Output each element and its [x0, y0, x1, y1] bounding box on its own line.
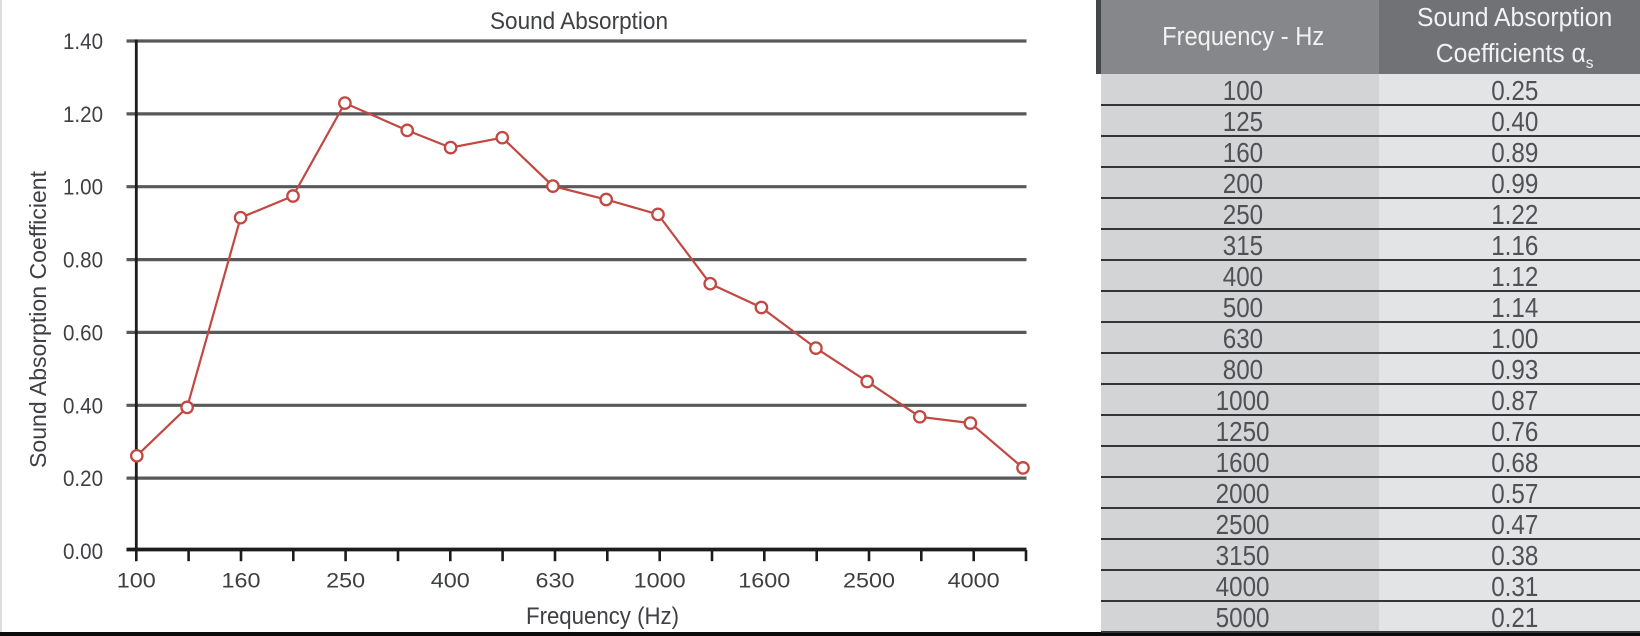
- svg-text:1.40: 1.40: [63, 29, 103, 54]
- svg-text:Frequency (Hz): Frequency (Hz): [526, 603, 679, 630]
- svg-text:0.60: 0.60: [63, 320, 103, 345]
- svg-text:1.20: 1.20: [63, 102, 103, 127]
- svg-text:Sound Absorption Coefficient: Sound Absorption Coefficient: [25, 171, 51, 468]
- svg-text:400: 400: [431, 570, 470, 593]
- svg-text:100: 100: [117, 570, 156, 593]
- svg-text:250: 250: [326, 570, 365, 593]
- svg-text:160: 160: [222, 570, 261, 593]
- svg-text:Sound Absorption: Sound Absorption: [490, 8, 668, 35]
- svg-text:0.00: 0.00: [63, 539, 103, 564]
- svg-text:0.20: 0.20: [63, 466, 103, 491]
- svg-text:1.00: 1.00: [63, 175, 103, 200]
- svg-text:630: 630: [536, 570, 575, 593]
- svg-text:1600: 1600: [738, 570, 790, 593]
- svg-text:4000: 4000: [948, 570, 1000, 593]
- svg-text:2500: 2500: [843, 570, 895, 593]
- svg-text:1000: 1000: [634, 570, 686, 593]
- svg-text:0.80: 0.80: [63, 248, 103, 273]
- svg-text:0.40: 0.40: [63, 393, 103, 418]
